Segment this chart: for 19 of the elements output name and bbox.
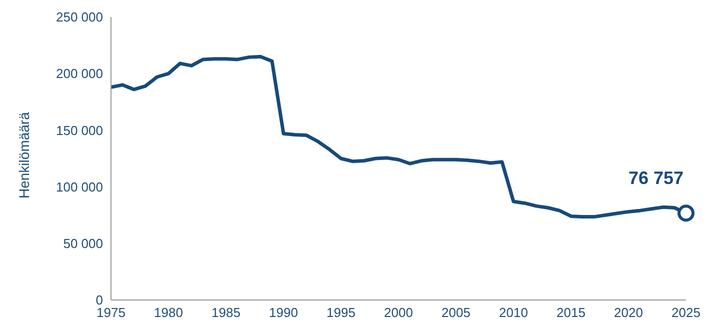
y-tick-label: 250 000 — [56, 10, 103, 25]
y-tick-label: 150 000 — [56, 122, 103, 138]
x-tick-label: 2010 — [499, 305, 528, 320]
x-tick-label: 1985 — [212, 305, 240, 320]
y-tick-label: 200 000 — [56, 66, 103, 82]
x-tick-label: 1990 — [269, 305, 298, 320]
x-tick-label: 2015 — [556, 305, 586, 320]
y-tick-label: 0 — [96, 292, 103, 308]
annotation: 76 757 — [628, 168, 684, 188]
x-tick-label: 2005 — [442, 305, 470, 320]
x-tick-label: 2000 — [384, 305, 413, 320]
x-tick-label: 2020 — [614, 305, 643, 320]
y-tick-label: 50 000 — [63, 236, 103, 252]
x-tick-label: 1980 — [154, 305, 183, 320]
y-axis-title: Henkilömäärä — [16, 112, 32, 198]
x-tick-label: 1995 — [326, 305, 356, 320]
y-tick-label: 100 000 — [56, 179, 103, 194]
x-tick-label: 2025 — [672, 305, 700, 320]
x-tick-label: 1975 — [96, 305, 126, 320]
